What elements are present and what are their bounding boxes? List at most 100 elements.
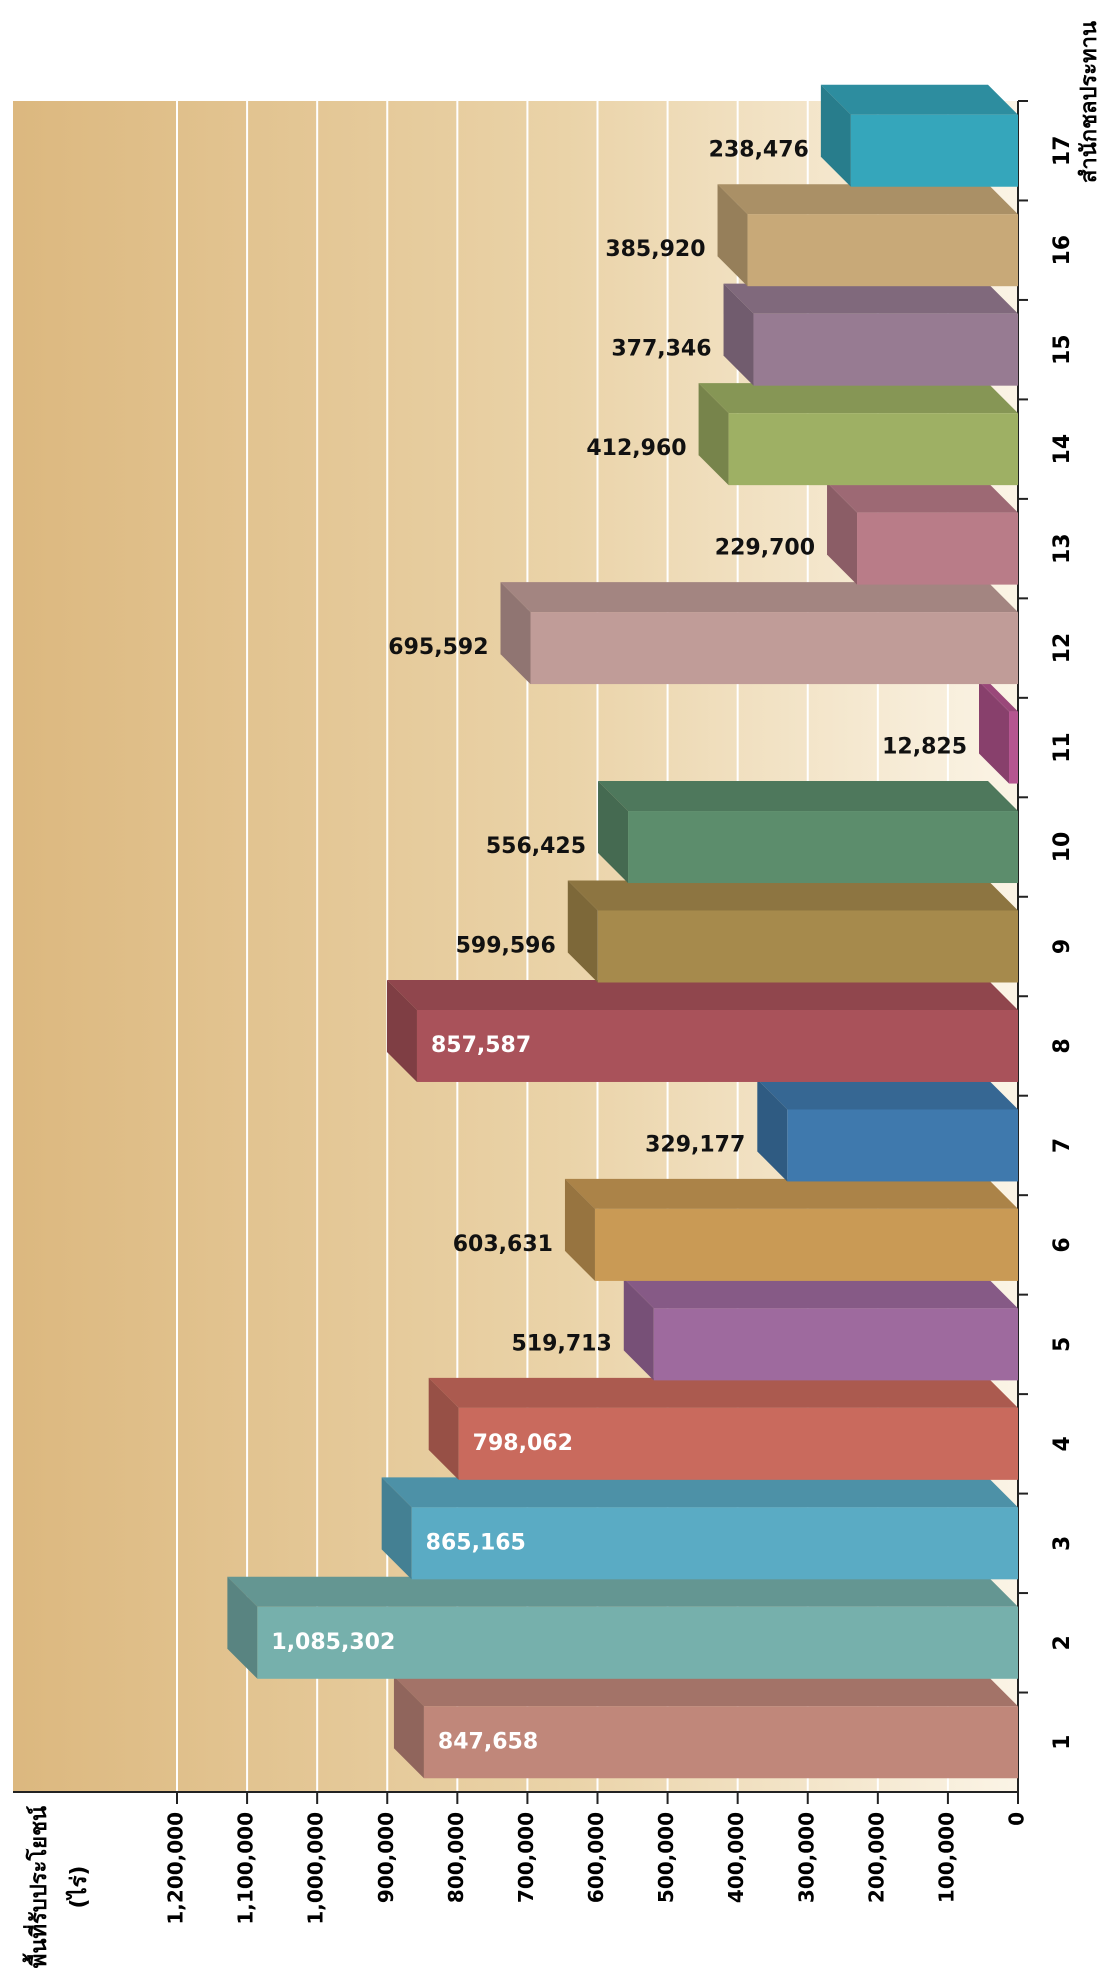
bar-side [598, 781, 1018, 812]
bar-side [623, 1278, 1018, 1309]
value-label: 377,346 [611, 337, 711, 362]
value-label: 519,713 [512, 1331, 612, 1356]
x-tick-label: 13 [1050, 533, 1075, 564]
value-label: 329,177 [645, 1132, 745, 1157]
bar-side [820, 84, 1018, 115]
x-tick-label: 4 [1050, 1436, 1075, 1451]
value-label: 599,596 [456, 934, 556, 959]
x-tick-label: 15 [1050, 334, 1075, 365]
y-tick-label: 100,000 [934, 1812, 958, 1903]
bar-top [723, 283, 754, 386]
bar-top [757, 1079, 788, 1182]
rotated-chart: พื้นที่รับประโยชน์ (ไร่) สำนักชลประทาน 0… [13, 21, 1102, 1968]
x-axis-title: สำนักชลประทาน [1077, 21, 1102, 183]
bar [411, 1507, 1019, 1580]
bar-top [381, 1477, 412, 1580]
y-tick-label: 200,000 [864, 1812, 888, 1903]
x-tick-label: 7 [1050, 1138, 1075, 1153]
bar [628, 811, 1018, 884]
value-label: 12,825 [882, 735, 967, 760]
bar-top [386, 979, 417, 1082]
x-tick-label: 9 [1050, 939, 1075, 954]
x-tick-label: 10 [1050, 832, 1075, 863]
bar-top [717, 184, 748, 287]
value-label: 412,960 [586, 436, 686, 461]
bar-top [564, 1178, 595, 1281]
value-label: 865,165 [426, 1530, 526, 1555]
bar-side [567, 880, 1018, 911]
bar-side [717, 184, 1018, 215]
bar [653, 1308, 1019, 1381]
bar [458, 1407, 1019, 1480]
bar [597, 910, 1018, 983]
bar-side [757, 1079, 1018, 1110]
bar-top [623, 1278, 654, 1381]
value-label: 229,700 [715, 536, 815, 561]
y-tick-label: 1,000,000 [304, 1812, 328, 1925]
bar-side [723, 283, 1018, 314]
bar [257, 1606, 1019, 1679]
value-label: 1,085,302 [271, 1630, 395, 1655]
value-label: 603,631 [453, 1232, 553, 1257]
value-label: 385,920 [605, 237, 705, 262]
x-tick-label: 1 [1050, 1735, 1075, 1750]
y-tick-label: 900,000 [374, 1812, 398, 1903]
value-label: 798,062 [473, 1431, 573, 1456]
x-tick-label: 3 [1050, 1536, 1075, 1551]
value-label: 695,592 [388, 635, 488, 660]
y-tick-label: 400,000 [724, 1812, 748, 1903]
bar-side [698, 383, 1018, 414]
value-label: 847,658 [438, 1729, 538, 1754]
bar-side [381, 1477, 1018, 1508]
x-tick-label: 16 [1050, 235, 1075, 266]
x-tick-label: 11 [1050, 732, 1075, 763]
bar-side [827, 482, 1018, 513]
value-label: 238,476 [709, 138, 809, 163]
bar-side [428, 1377, 1018, 1408]
y-axis-unit: (ไร่) [65, 1866, 92, 1909]
x-tick-label: 8 [1050, 1038, 1075, 1053]
bar-top [500, 582, 531, 685]
y-tick-label: 1,200,000 [164, 1812, 188, 1925]
bar [747, 214, 1019, 287]
x-tick-label: 6 [1050, 1237, 1075, 1252]
y-axis-title: พื้นที่รับประโยชน์ [22, 1806, 52, 1968]
x-tick-label: 2 [1050, 1635, 1075, 1650]
x-tick-label: 12 [1050, 633, 1075, 664]
bar-top [598, 781, 629, 884]
bar [753, 313, 1018, 386]
value-label: 857,587 [431, 1033, 531, 1058]
y-tick-label: 500,000 [654, 1812, 678, 1903]
y-tick-label: 300,000 [794, 1812, 818, 1903]
y-tick-label: 800,000 [444, 1812, 468, 1903]
bar [416, 1009, 1019, 1082]
bar-side [386, 979, 1018, 1010]
x-tick-label: 17 [1050, 135, 1075, 166]
bar-top [393, 1676, 424, 1779]
bar-top [827, 482, 858, 585]
bar-side [227, 1576, 1018, 1607]
bar-top [428, 1377, 459, 1480]
x-tick-label: 14 [1050, 434, 1075, 465]
bar [530, 612, 1018, 685]
bar-top [979, 681, 1010, 784]
bar-side [393, 1676, 1018, 1707]
y-tick-label: 0 [1005, 1812, 1029, 1826]
bar-side [564, 1178, 1018, 1209]
value-label: 556,425 [486, 834, 586, 859]
y-tick-label: 700,000 [514, 1812, 538, 1903]
x-tick-label: 5 [1050, 1337, 1075, 1352]
bar [1009, 711, 1019, 784]
bar-side [979, 681, 1018, 712]
bar [857, 512, 1018, 585]
bar-top [567, 880, 598, 983]
y-tick-label: 1,100,000 [234, 1812, 258, 1925]
bar-top [227, 1576, 258, 1679]
bar [850, 114, 1018, 187]
bar-top [820, 84, 851, 187]
bar [728, 413, 1018, 486]
bar [594, 1208, 1018, 1281]
bar-top [698, 383, 729, 486]
